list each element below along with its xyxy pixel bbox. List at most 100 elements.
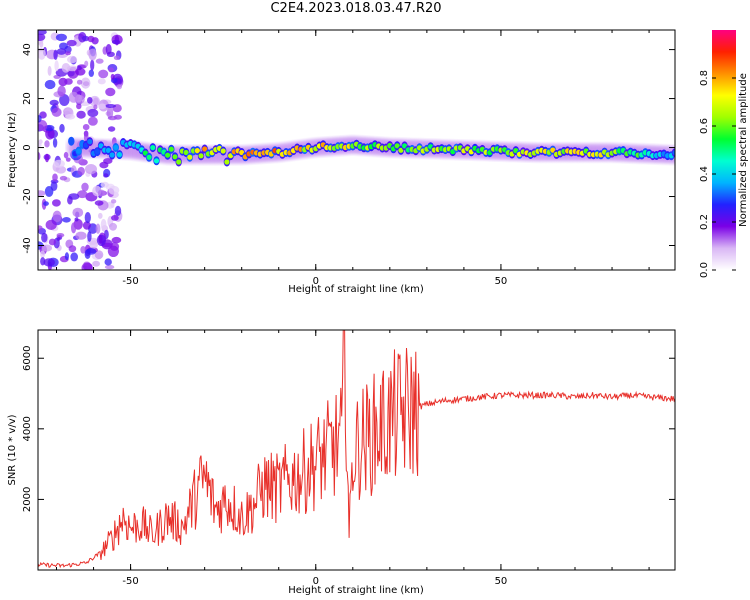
spectrogram-noise-blob — [95, 223, 101, 234]
spectrogram-noise-blob — [111, 215, 119, 221]
spectrogram-noise-blob — [87, 35, 95, 43]
spectrogram-noise-blob — [86, 263, 93, 270]
spectrogram-ridge-core — [394, 143, 400, 149]
colorbar-tick-label: 0.4 — [699, 166, 710, 182]
spectrogram-noise-blob — [89, 95, 101, 107]
spectrogram-noise-blob — [88, 116, 98, 126]
spectrogram-noise-blob — [111, 236, 122, 244]
spectrogram-noise-blob — [61, 63, 71, 73]
spectrogram-noise-blob — [92, 260, 100, 267]
snr-background — [38, 330, 675, 570]
spectrogram-noise-blob — [111, 39, 121, 45]
spectrogram-ridge-core — [183, 149, 189, 156]
y-tick-label: 40 — [22, 43, 33, 56]
spectrogram-noise-blob — [95, 58, 104, 64]
spectrogram-noise-blob — [76, 103, 82, 110]
spectrogram-ridge-core — [150, 145, 156, 151]
spectrogram-noise-blob — [90, 59, 95, 71]
spectrogram-noise-blob — [65, 114, 76, 120]
spectrogram-x-axis-label: Height of straight line (km) — [288, 284, 424, 295]
spectrogram-ridge-core — [105, 147, 111, 153]
colorbar-gradient — [712, 30, 736, 270]
spectrogram-noise-blob — [104, 258, 112, 266]
spectrogram-noise-blob — [103, 158, 113, 164]
y-tick-label: -20 — [22, 188, 33, 204]
spectrogram-ridge-core — [142, 150, 148, 156]
x-tick-label: 50 — [495, 276, 508, 287]
spectrogram-noise-blob — [97, 78, 106, 85]
snr-x-axis-label: Height of straight line (km) — [288, 585, 424, 596]
spectrogram-noise-blob — [93, 104, 98, 110]
spectrogram-noise-blob — [45, 219, 57, 230]
spectrogram-noise-blob — [67, 55, 78, 64]
spectrogram-noise-blob — [110, 73, 115, 80]
spectrogram-noise-blob — [110, 199, 117, 204]
spectrogram-ridge-core — [153, 158, 160, 164]
spectrogram-noise-blob — [44, 140, 50, 148]
spectrogram-noise-blob — [43, 258, 55, 267]
spectrogram-noise-blob — [94, 250, 104, 260]
spectrogram-noise-blob — [53, 49, 58, 60]
spectrogram-ridge-core — [198, 153, 204, 159]
spectrogram-noise-blob — [100, 218, 107, 231]
spectrogram-noise-blob — [84, 60, 89, 67]
spectrogram-noise-blob — [53, 159, 65, 168]
x-tick-label: 0 — [313, 576, 319, 587]
spectrogram-noise-blob — [81, 182, 89, 192]
y-tick-label: 4000 — [22, 416, 33, 441]
snr-panel: -50 0 50 2000 4000 6000 Height of straight li… — [7, 329, 676, 596]
x-tick-label: 0 — [313, 276, 319, 287]
colorbar-tick-label: 0.0 — [699, 262, 710, 278]
colorbar-tick-label: 0.2 — [699, 214, 710, 230]
spectrogram-noise-blob — [71, 222, 77, 234]
spectrogram-noise-blob — [105, 44, 112, 55]
spectrogram-ridge-core — [194, 148, 200, 154]
spectrogram-noise-blob — [88, 69, 95, 77]
spectrogram-noise-blob — [113, 55, 120, 61]
spectrogram-noise-blob — [98, 189, 106, 197]
spectrogram-noise-blob — [38, 115, 42, 123]
spectrogram-noise-blob — [98, 212, 103, 219]
spectrogram-ridge-core — [224, 159, 230, 165]
spectrogram-noise-blob — [77, 190, 88, 199]
spectrogram-noise-blob — [104, 104, 117, 108]
spectrogram-noise-blob — [107, 126, 116, 132]
spectrogram-noise-blob — [72, 207, 84, 218]
spectrogram-noise-blob — [59, 123, 65, 133]
spectrogram-ridge-core — [202, 146, 208, 152]
spectrogram-noise-blob — [76, 110, 86, 119]
spectrogram-noise-blob — [98, 69, 109, 79]
spectrogram-noise-blob — [65, 157, 71, 162]
spectrogram-noise-blob — [84, 249, 91, 259]
spectrogram-noise-blob — [85, 164, 97, 175]
spectrogram-noise-blob — [56, 48, 67, 55]
spectrogram-noise-blob — [114, 205, 122, 216]
spectrogram-noise-blob — [63, 151, 69, 159]
spectrogram-ridge-core — [550, 147, 556, 153]
spectrogram-noise-blob — [64, 78, 73, 85]
spectrogram-noise-blob — [49, 99, 59, 106]
colorbar-tick-label: 0.6 — [699, 118, 710, 134]
y-tick-label: 2000 — [22, 487, 33, 512]
snr-series-line — [38, 330, 675, 569]
spectrogram-noise-blob — [52, 138, 58, 148]
spectrogram-noise-blob — [51, 107, 62, 117]
colorbar-label: Normalized spectral amplitude — [738, 73, 749, 227]
y-tick-label: 6000 — [22, 346, 33, 371]
spectrogram-noise-blob — [48, 238, 57, 246]
spectrogram-noise-blob — [43, 201, 49, 206]
spectrogram-ridge-core — [109, 152, 115, 158]
spectrogram-noise-blob — [52, 173, 58, 182]
spectrogram-noise-blob — [116, 84, 123, 90]
spectrogram-noise-blob — [50, 181, 58, 191]
spectrogram-marks — [38, 30, 675, 270]
spectrogram-noise-blob — [38, 152, 41, 161]
spectrogram-ridge-core — [116, 152, 123, 158]
spectrogram-frame — [37, 29, 676, 271]
page-title: C2E4.2023.018.03.47.R20 — [270, 1, 442, 16]
spectrogram-noise-blob — [107, 245, 119, 257]
spectrogram-ticks: -50 0 50 -40 -20 0 20 40 — [22, 30, 675, 287]
spectrogram-noise-blob — [75, 231, 87, 240]
spectrogram-noise-blob — [59, 175, 68, 181]
spectrogram-noise-blob — [64, 252, 69, 261]
